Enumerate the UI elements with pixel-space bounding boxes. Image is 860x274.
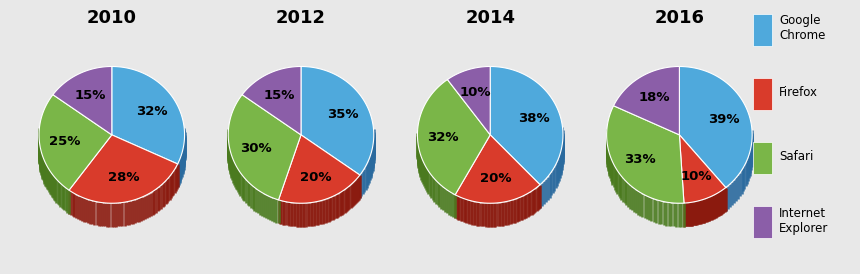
Bar	[752, 142, 772, 174]
Polygon shape	[69, 135, 178, 203]
Polygon shape	[301, 67, 374, 175]
Polygon shape	[679, 135, 726, 203]
Title: 2014: 2014	[465, 9, 515, 27]
Text: 20%: 20%	[481, 172, 512, 185]
Polygon shape	[455, 135, 540, 203]
Text: 10%: 10%	[681, 170, 713, 183]
Title: 2012: 2012	[276, 9, 326, 27]
Text: 38%: 38%	[519, 112, 550, 125]
Polygon shape	[606, 106, 684, 203]
Polygon shape	[53, 67, 112, 135]
Polygon shape	[417, 79, 490, 195]
Text: Safari: Safari	[779, 150, 814, 163]
Text: 28%: 28%	[108, 172, 139, 184]
Polygon shape	[39, 95, 112, 190]
Polygon shape	[243, 67, 301, 135]
Bar	[752, 14, 772, 46]
Text: 32%: 32%	[427, 131, 458, 144]
Polygon shape	[447, 67, 490, 135]
Text: 18%: 18%	[638, 91, 670, 104]
Bar	[752, 78, 772, 110]
Polygon shape	[490, 67, 563, 185]
Polygon shape	[279, 135, 359, 203]
Text: 30%: 30%	[240, 142, 272, 155]
Text: 33%: 33%	[624, 153, 656, 166]
Text: 35%: 35%	[328, 108, 359, 121]
Bar	[752, 206, 772, 238]
Text: 32%: 32%	[136, 105, 168, 118]
Text: Internet
Explorer: Internet Explorer	[779, 207, 829, 235]
Text: 20%: 20%	[300, 171, 331, 184]
Text: 39%: 39%	[708, 113, 740, 126]
Title: 2016: 2016	[654, 9, 704, 27]
Text: Firefox: Firefox	[779, 86, 819, 99]
Text: 10%: 10%	[460, 86, 491, 99]
Polygon shape	[112, 67, 185, 164]
Text: 25%: 25%	[49, 135, 81, 148]
Text: 15%: 15%	[75, 89, 106, 102]
Polygon shape	[613, 67, 679, 135]
Polygon shape	[228, 95, 301, 200]
Title: 2010: 2010	[87, 9, 137, 27]
Text: Google
Chrome: Google Chrome	[779, 15, 826, 42]
Text: 15%: 15%	[264, 89, 295, 102]
Polygon shape	[679, 67, 752, 187]
